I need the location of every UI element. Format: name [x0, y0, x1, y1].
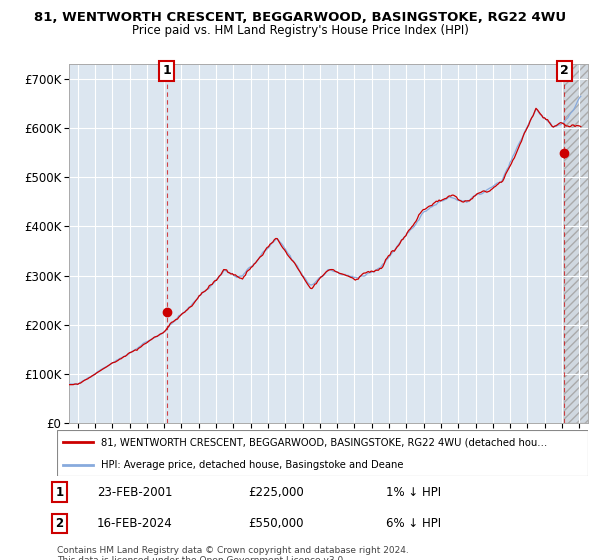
Text: Price paid vs. HM Land Registry's House Price Index (HPI): Price paid vs. HM Land Registry's House … — [131, 24, 469, 37]
Text: 2: 2 — [56, 517, 64, 530]
Text: 1: 1 — [162, 64, 171, 77]
Text: 1: 1 — [56, 486, 64, 498]
Text: 16-FEB-2024: 16-FEB-2024 — [97, 517, 173, 530]
Text: 2: 2 — [560, 64, 569, 77]
Text: £550,000: £550,000 — [248, 517, 304, 530]
Text: 23-FEB-2001: 23-FEB-2001 — [97, 486, 172, 498]
Text: HPI: Average price, detached house, Basingstoke and Deane: HPI: Average price, detached house, Basi… — [101, 460, 403, 469]
Text: 81, WENTWORTH CRESCENT, BEGGARWOOD, BASINGSTOKE, RG22 4WU (detached hou…: 81, WENTWORTH CRESCENT, BEGGARWOOD, BASI… — [101, 437, 547, 447]
Text: £225,000: £225,000 — [248, 486, 304, 498]
Bar — [564, 64, 600, 423]
Text: 6% ↓ HPI: 6% ↓ HPI — [386, 517, 442, 530]
Text: 1% ↓ HPI: 1% ↓ HPI — [386, 486, 442, 498]
Text: 81, WENTWORTH CRESCENT, BEGGARWOOD, BASINGSTOKE, RG22 4WU: 81, WENTWORTH CRESCENT, BEGGARWOOD, BASI… — [34, 11, 566, 24]
Text: Contains HM Land Registry data © Crown copyright and database right 2024.
This d: Contains HM Land Registry data © Crown c… — [57, 546, 409, 560]
Bar — [564, 64, 600, 423]
